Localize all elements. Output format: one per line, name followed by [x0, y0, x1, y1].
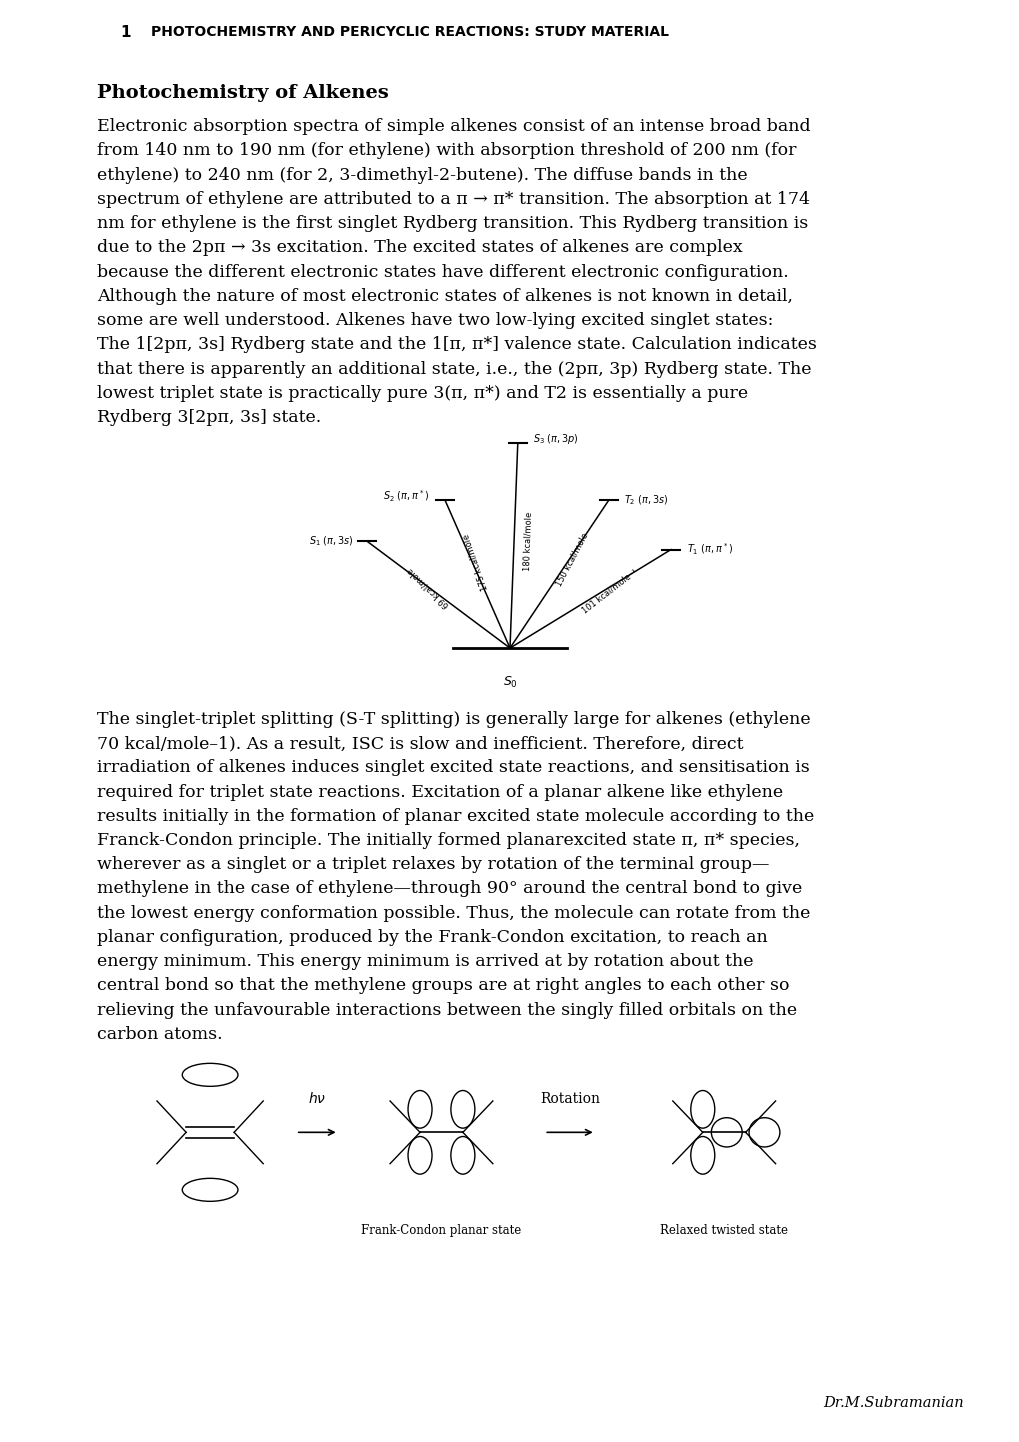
- Text: some are well understood. Alkenes have two low-lying excited singlet states:: some are well understood. Alkenes have t…: [97, 311, 772, 329]
- Text: Frank-Condon planar state: Frank-Condon planar state: [361, 1224, 521, 1237]
- Text: Rotation: Rotation: [539, 1092, 599, 1106]
- Text: planar configuration, produced by the Frank-Condon excitation, to reach an: planar configuration, produced by the Fr…: [97, 929, 767, 946]
- Text: 70 kcal/mole–1). As a result, ISC is slow and inefficient. Therefore, direct: 70 kcal/mole–1). As a result, ISC is slo…: [97, 735, 743, 753]
- Text: from 140 nm to 190 nm (for ethylene) with absorption threshold of 200 nm (for: from 140 nm to 190 nm (for ethylene) wit…: [97, 143, 796, 160]
- Text: 180 kcal/mole: 180 kcal/mole: [523, 512, 534, 571]
- Text: 69 kcal/mole: 69 kcal/mole: [406, 565, 450, 610]
- Text: methylene in the case of ethylene—through 90° around the central bond to give: methylene in the case of ethylene—throug…: [97, 881, 801, 897]
- Text: Electronic absorption spectra of simple alkenes consist of an intense broad band: Electronic absorption spectra of simple …: [97, 118, 810, 136]
- Text: Relaxed twisted state: Relaxed twisted state: [659, 1224, 788, 1237]
- Text: due to the 2pπ → 3s excitation. The excited states of alkenes are complex: due to the 2pπ → 3s excitation. The exci…: [97, 239, 742, 257]
- Text: $S_0$: $S_0$: [502, 675, 517, 689]
- Text: nm for ethylene is the first singlet Rydberg transition. This Rydberg transition: nm for ethylene is the first singlet Ryd…: [97, 215, 807, 232]
- Text: $S_2$ $(\pi, \pi^*)$: $S_2$ $(\pi, \pi^*)$: [383, 489, 429, 503]
- Text: Dr.M.Subramanian: Dr.M.Subramanian: [822, 1396, 963, 1410]
- Text: Although the nature of most electronic states of alkenes is not known in detail,: Although the nature of most electronic s…: [97, 288, 792, 304]
- Text: required for triplet state reactions. Excitation of a planar alkene like ethylen: required for triplet state reactions. Ex…: [97, 783, 783, 800]
- Text: that there is apparently an additional state, i.e., the (2pπ, 3p) Rydberg state.: that there is apparently an additional s…: [97, 360, 810, 378]
- Text: $T_1$ $(\pi, \pi^*)$: $T_1$ $(\pi, \pi^*)$: [686, 542, 732, 557]
- Text: PHOTOCHEMISTRY AND PERICYCLIC REACTIONS: STUDY MATERIAL: PHOTOCHEMISTRY AND PERICYCLIC REACTIONS:…: [151, 26, 668, 39]
- Text: wherever as a singlet or a triplet relaxes by rotation of the terminal group—: wherever as a singlet or a triplet relax…: [97, 857, 768, 874]
- Text: central bond so that the methylene groups are at right angles to each other so: central bond so that the methylene group…: [97, 978, 789, 995]
- Text: spectrum of ethylene are attributed to a π → π* transition. The absorption at 17: spectrum of ethylene are attributed to a…: [97, 190, 809, 208]
- Text: The singlet-triplet splitting (S-T splitting) is generally large for alkenes (et: The singlet-triplet splitting (S-T split…: [97, 711, 810, 728]
- Text: $S_1$ $(\pi, 3s)$: $S_1$ $(\pi, 3s)$: [309, 535, 354, 548]
- Text: irradiation of alkenes induces singlet excited state reactions, and sensitisatio: irradiation of alkenes induces singlet e…: [97, 760, 809, 776]
- Text: because the different electronic states have different electronic configuration.: because the different electronic states …: [97, 264, 788, 281]
- Text: 101 kcal/mole⁻¹: 101 kcal/mole⁻¹: [580, 568, 639, 616]
- Text: The 1[2pπ, 3s] Rydberg state and the 1[π, π*] valence state. Calculation indicat: The 1[2pπ, 3s] Rydberg state and the 1[π…: [97, 336, 816, 353]
- Text: the lowest energy conformation possible. Thus, the molecule can rotate from the: the lowest energy conformation possible.…: [97, 904, 809, 921]
- Text: energy minimum. This energy minimum is arrived at by rotation about the: energy minimum. This energy minimum is a…: [97, 953, 753, 970]
- Text: 1: 1: [120, 25, 130, 40]
- Text: results initially in the formation of planar excited state molecule according to: results initially in the formation of pl…: [97, 808, 813, 825]
- Text: Rydberg 3[2pπ, 3s] state.: Rydberg 3[2pπ, 3s] state.: [97, 410, 321, 425]
- Text: ethylene) to 240 nm (for 2, 3-dimethyl-2-butene). The diffuse bands in the: ethylene) to 240 nm (for 2, 3-dimethyl-2…: [97, 167, 747, 183]
- Text: $S_3$ $(\pi, 3p)$: $S_3$ $(\pi, 3p)$: [533, 431, 579, 446]
- Text: Photochemistry of Alkenes: Photochemistry of Alkenes: [97, 84, 388, 101]
- Text: $h\nu$: $h\nu$: [308, 1092, 326, 1106]
- Text: 150 kcal/mole: 150 kcal/mole: [554, 532, 590, 588]
- Text: carbon atoms.: carbon atoms.: [97, 1025, 222, 1043]
- Text: Franck-Condon principle. The initially formed planarexcited state π, π* species,: Franck-Condon principle. The initially f…: [97, 832, 799, 849]
- Text: lowest triplet state is practically pure 3(π, π*) and T2 is essentially a pure: lowest triplet state is practically pure…: [97, 385, 747, 402]
- Text: 175 kcal/mole: 175 kcal/mole: [461, 532, 488, 591]
- Text: $T_2$ $(\pi, 3s)$: $T_2$ $(\pi, 3s)$: [624, 493, 668, 508]
- Text: relieving the unfavourable interactions between the singly filled orbitals on th: relieving the unfavourable interactions …: [97, 1002, 796, 1018]
